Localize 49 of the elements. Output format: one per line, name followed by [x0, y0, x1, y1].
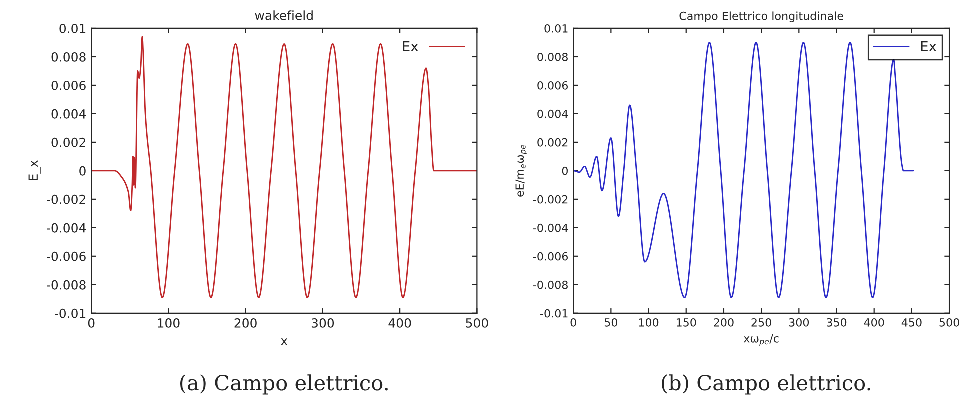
text: (b) Campo elettrico. [662, 374, 870, 395]
x-axis-title: x [281, 338, 288, 346]
y-tick-label: 0.006 [52, 80, 86, 90]
x-tick-label: 400 [864, 318, 884, 327]
y-tick-label: -0.006 [47, 252, 86, 262]
y-tick-label: -0.008 [47, 280, 86, 290]
x-tick-label: 500 [940, 318, 960, 327]
x-tick-label: 200 [234, 318, 257, 328]
x-tick-label: 0 [570, 318, 576, 327]
x-tick-label: 50 [604, 318, 618, 327]
y-tick-label: -0.002 [533, 195, 568, 204]
y-tick-label: -0.006 [533, 252, 568, 261]
y-tick-label: 0 [80, 166, 86, 176]
legend-label: Ex [921, 41, 937, 52]
x-tick-label: 0 [88, 318, 95, 328]
x-tick-label: 300 [312, 318, 334, 328]
text: (a) Campo elettrico. [180, 374, 388, 395]
y-axis-title: eE/m$_{e}$ω$_{pe}$ [516, 145, 528, 197]
chart-title: Campo Elettrico longitudinale [680, 12, 844, 22]
y-tick-label: -0.01 [540, 309, 568, 318]
y-tick-label: 0.002 [52, 138, 86, 148]
x-tick-label: 150 [676, 318, 696, 327]
x-tick-label: 500 [466, 318, 488, 328]
x-axis-title: xω$_{pe}$/c [744, 334, 779, 346]
y-tick-label: 0.002 [538, 138, 568, 147]
y-tick-label: 0.01 [60, 24, 86, 34]
x-tick-label: 400 [388, 318, 412, 328]
x-tick-label: 450 [902, 318, 922, 327]
y-tick-label: -0.008 [533, 280, 568, 290]
x-tick-label: 250 [752, 318, 772, 327]
y-tick-label: 0.008 [52, 52, 86, 62]
y-tick-label: 0 [562, 166, 568, 176]
x-tick-label: 350 [826, 318, 847, 327]
x-tick-label: 100 [639, 318, 659, 327]
y-tick-label: 0.01 [544, 24, 568, 33]
y-axis-title: E_x [28, 160, 41, 180]
y-tick-label: -0.01 [54, 308, 86, 318]
y-tick-label: 0.004 [538, 110, 568, 118]
x-tick-label: 200 [714, 318, 734, 327]
chart-title: wakefield [255, 10, 313, 20]
x-tick-label: 100 [158, 318, 180, 328]
y-tick-label: -0.002 [47, 194, 86, 204]
y-tick-label: -0.004 [47, 223, 86, 233]
x-tick-label: 300 [789, 318, 810, 327]
y-tick-label: 0.008 [538, 52, 568, 62]
y-tick-label: 0.006 [538, 81, 568, 90]
legend-label: Ex [403, 41, 418, 52]
y-tick-label: 0.004 [52, 109, 86, 119]
y-tick-label: -0.004 [533, 224, 568, 232]
